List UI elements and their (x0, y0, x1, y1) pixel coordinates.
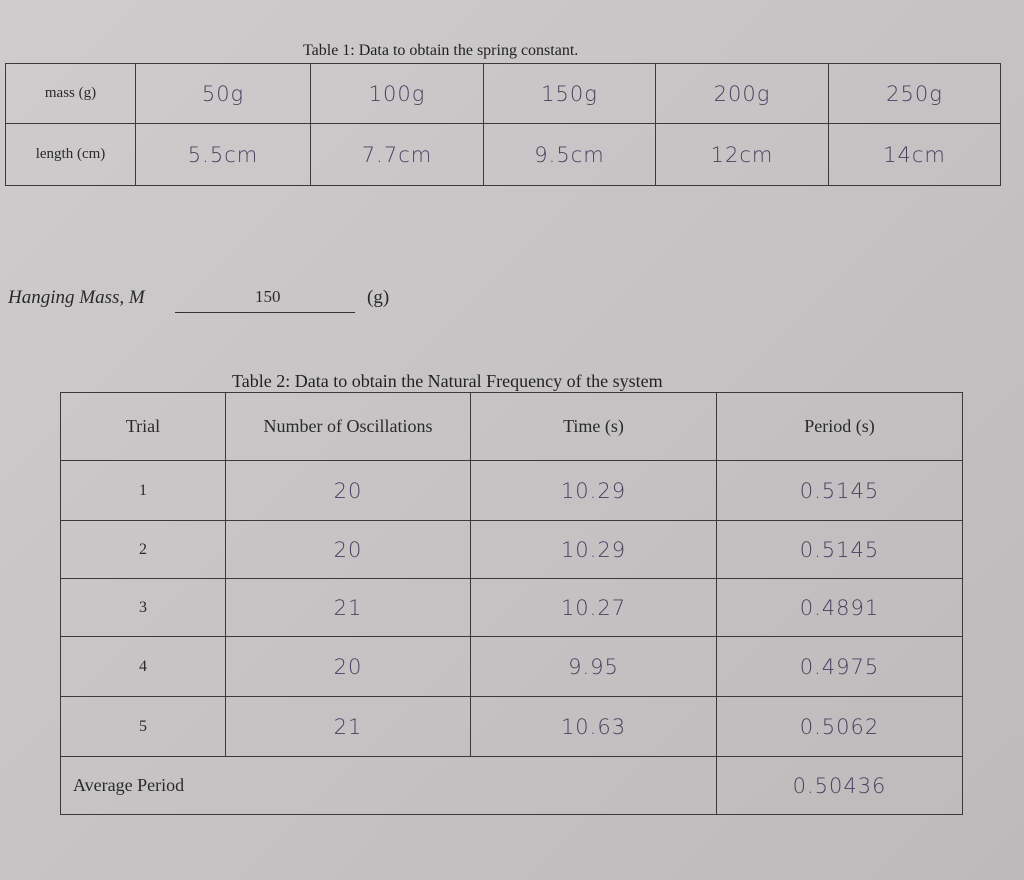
handwritten-cell: 20 (225, 520, 471, 579)
average-label: Average Period (60, 756, 717, 815)
average-label-text: Average Period (73, 775, 185, 795)
handwritten-cell-text: 150g (541, 81, 598, 106)
trial-number-text: 2 (139, 540, 147, 558)
table-title: Table 2: Data to obtain the Natural Freq… (232, 371, 663, 391)
blank-line (175, 312, 355, 313)
handwritten-cell: 7.7cm (310, 123, 484, 186)
handwritten-cell-text: 200g (713, 81, 771, 106)
trial-number: 1 (60, 460, 226, 521)
trial-number: 2 (60, 520, 226, 579)
handwritten-cell-text: 100g (368, 81, 426, 106)
handwritten-cell: 14cm (828, 123, 1001, 186)
column-header-text: Time (s) (563, 416, 624, 436)
row-label: length (cm) (5, 123, 136, 186)
handwritten-cell: 0.5145 (716, 520, 963, 579)
trial-number: 3 (60, 578, 226, 637)
handwritten-cell: 0.5145 (716, 460, 963, 521)
handwritten-cell: 0.50436 (716, 756, 963, 815)
trial-number-text: 5 (139, 717, 147, 735)
column-header-text: Period (s) (804, 416, 875, 436)
handwritten-cell-text: 0.50436 (792, 773, 887, 798)
trial-number: 5 (60, 696, 226, 757)
handwritten-cell-text: 0.4891 (799, 595, 880, 620)
handwritten-cell-text: 50g (201, 81, 245, 106)
handwritten-cell-text: 20 (333, 537, 363, 562)
handwritten-cell-text: 9.95 (568, 654, 619, 679)
handwritten-cell-text: 20 (333, 654, 363, 679)
handwritten-cell-text: 0.4975 (799, 654, 880, 679)
handwritten-cell: 0.5062 (716, 696, 963, 757)
handwritten-cell: 0.4891 (716, 578, 963, 637)
handwritten-cell-text: 21 (333, 714, 363, 739)
handwritten-cell: 5.5cm (135, 123, 311, 186)
column-header: Period (s) (716, 392, 963, 461)
row-label: mass (g) (5, 63, 136, 124)
table-title: Table 1: Data to obtain the spring const… (303, 42, 579, 59)
handwritten-cell-text: 10.63 (560, 714, 627, 739)
handwritten-cell: 250g (828, 63, 1001, 124)
handwritten-cell: 21 (225, 578, 471, 637)
row-label-text: length (cm) (35, 146, 106, 162)
hanging-mass-label: Hanging Mass, M (8, 287, 145, 308)
handwritten-cell-text: 9.5cm (534, 142, 605, 167)
column-header: Trial (60, 392, 226, 461)
trial-number-text: 3 (139, 598, 147, 616)
handwritten-cell: 10.27 (470, 578, 717, 637)
column-header-text: Number of Oscillations (263, 416, 433, 436)
trial-number-text: 4 (139, 657, 147, 675)
handwritten-cell: 12cm (655, 123, 829, 186)
handwritten-cell-text: 14cm (883, 142, 946, 167)
trial-number-text: 1 (139, 481, 147, 499)
handwritten-cell-text: 0.5145 (799, 478, 880, 503)
handwritten-cell-text: 0.5062 (799, 714, 880, 739)
row-label-text: mass (g) (44, 85, 97, 101)
handwritten-cell: 10.29 (470, 520, 717, 579)
handwritten-cell-text: 5.5cm (187, 142, 259, 167)
handwritten-cell: 9.5cm (483, 123, 656, 186)
handwritten-cell-text: 10.29 (560, 478, 627, 503)
handwritten-cell: 200g (655, 63, 829, 124)
trial-number: 4 (60, 636, 226, 697)
column-header: Number of Oscillations (225, 392, 471, 461)
column-header-text: Trial (125, 416, 161, 436)
handwritten-cell-text: 10.29 (560, 537, 627, 562)
handwritten-cell-text: 10.27 (560, 595, 627, 620)
hanging-mass-value: 150 (255, 287, 281, 306)
handwritten-cell-text: 250g (886, 81, 943, 106)
handwritten-cell-text: 21 (333, 595, 363, 620)
handwritten-cell: 150g (483, 63, 656, 124)
handwritten-cell-text: 0.5145 (799, 537, 880, 562)
handwritten-cell: 20 (225, 460, 471, 521)
handwritten-cell-text: 7.7cm (361, 142, 433, 167)
handwritten-cell-text: 20 (333, 478, 363, 503)
handwritten-cell: 50g (135, 63, 311, 124)
handwritten-cell: 20 (225, 636, 471, 697)
handwritten-cell: 10.63 (470, 696, 717, 757)
column-header: Time (s) (470, 392, 717, 461)
handwritten-cell: 10.29 (470, 460, 717, 521)
handwritten-cell: 0.4975 (716, 636, 963, 697)
handwritten-cell: 9.95 (470, 636, 717, 697)
handwritten-cell-text: 12cm (710, 142, 774, 167)
handwritten-cell: 100g (310, 63, 484, 124)
handwritten-cell: 21 (225, 696, 471, 757)
hanging-mass-unit: (g) (367, 287, 390, 308)
